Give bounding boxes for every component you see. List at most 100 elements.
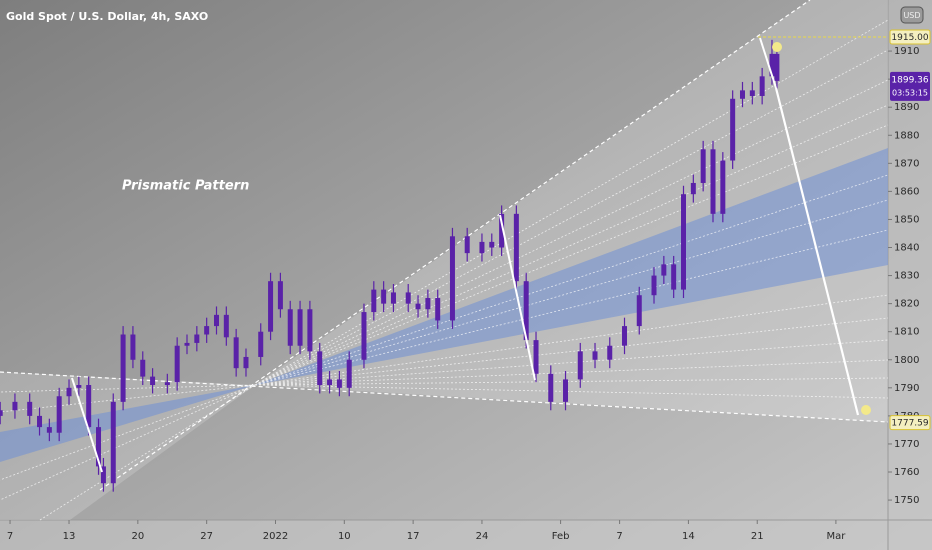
candle-body: [12, 401, 18, 411]
candle-body: [661, 264, 667, 276]
candle-body: [150, 376, 156, 386]
candle-body: [449, 236, 455, 321]
candle-body: [730, 98, 736, 161]
candles: [0, 39, 780, 492]
candle-body: [607, 345, 613, 360]
candle-body: [243, 356, 249, 369]
candle-body: [327, 379, 333, 386]
y-tick-label: 1750: [894, 495, 919, 506]
projection: [71, 37, 871, 473]
candle-body: [307, 309, 313, 352]
prismatic-pattern: [0, 0, 889, 521]
price-label: 1915.00: [891, 33, 928, 43]
candle-body: [223, 314, 229, 338]
candle-body: [774, 53, 780, 81]
x-tick-label: 21: [751, 531, 764, 542]
candle-body: [76, 385, 82, 388]
candle-body: [739, 90, 745, 99]
candle-body: [651, 275, 657, 296]
candle-body: [86, 385, 92, 428]
candle-body: [56, 396, 62, 433]
candle-body: [277, 281, 283, 310]
candle-body: [66, 387, 72, 397]
candle-body: [435, 298, 441, 321]
y-tick-label: 1880: [894, 130, 919, 141]
candle-body: [563, 379, 569, 402]
candle-body: [671, 264, 677, 290]
candle-body: [46, 427, 52, 433]
upper-line: [99, 0, 811, 491]
candle-body: [759, 76, 765, 96]
x-tick-label: 13: [63, 531, 76, 542]
x-tick-label: 20: [131, 531, 144, 542]
time-axis-panel: [0, 520, 932, 550]
target-line: [774, 87, 860, 416]
fan-band: [255, 148, 888, 385]
candle-body: [233, 337, 239, 369]
swing-line: [499, 214, 536, 381]
fan-fill: [255, 0, 888, 422]
candle-body: [690, 182, 696, 195]
candle-body: [700, 149, 706, 183]
candle-body: [361, 312, 367, 360]
x-tick-label: 7: [7, 531, 13, 542]
y-tick-label: 1760: [894, 467, 919, 478]
candle-body: [130, 334, 136, 360]
x-tick-label: Mar: [826, 531, 846, 542]
price-labels: 1915.00 1777.59 1899.36 03:53:15: [889, 29, 931, 431]
x-tick-label: 7: [616, 531, 622, 542]
swing-line: [71, 377, 103, 473]
candle-body: [636, 295, 642, 327]
candle-body: [681, 194, 687, 290]
y-tick-label: 1770: [894, 439, 919, 450]
chart-title: Gold Spot / U.S. Dollar, 4h, SAXO: [6, 10, 208, 23]
candle-body: [164, 382, 170, 386]
y-tick-label: 1890: [894, 102, 919, 113]
y-tick-label: 1790: [894, 383, 919, 394]
candle-body: [96, 427, 102, 467]
candle-body: [297, 309, 303, 346]
x-tick-label: 27: [200, 531, 213, 542]
candle-body: [140, 359, 146, 377]
candle-body: [499, 213, 505, 248]
candle-body: [720, 160, 726, 214]
x-tick-label: Feb: [552, 531, 570, 542]
candle-body: [489, 241, 495, 248]
candle-body: [120, 334, 126, 402]
lower-line: [0, 371, 889, 423]
y-tick-label: 1810: [894, 327, 919, 338]
y-tick-label: 1820: [894, 299, 919, 310]
candle-body: [381, 289, 387, 304]
candle-body: [710, 149, 716, 214]
candle-body: [174, 345, 180, 383]
y-tick-label: 1800: [894, 355, 919, 366]
candle-body: [622, 326, 628, 346]
y-tick-label: 1870: [894, 158, 919, 169]
candle-body: [390, 292, 396, 304]
candle-body: [336, 379, 342, 388]
y-tick-label: 1840: [894, 243, 919, 254]
candle-body: [317, 351, 323, 386]
candle-body: [479, 241, 485, 254]
candle-body: [371, 289, 377, 313]
annotation: Prismatic Pattern: [122, 179, 249, 194]
candle-body: [548, 373, 554, 402]
candle-body: [425, 298, 431, 310]
candle-body: [110, 401, 116, 484]
y-tick-label: 1910: [894, 46, 919, 57]
candle-body: [592, 351, 598, 360]
marker: [772, 42, 782, 52]
last-price-box: [890, 71, 930, 101]
candle-body: [533, 340, 539, 374]
candle-body: [194, 334, 200, 343]
y-tick-label: 1850: [894, 214, 919, 225]
x-tick-label: 2022: [263, 531, 288, 542]
candle-body: [0, 410, 3, 416]
currency-badge[interactable]: [900, 6, 924, 24]
candle-body: [27, 401, 33, 416]
fan-rays: [0, 19, 889, 521]
candle-body: [268, 281, 274, 332]
fan-band: [0, 385, 255, 462]
candle-body: [405, 292, 411, 304]
